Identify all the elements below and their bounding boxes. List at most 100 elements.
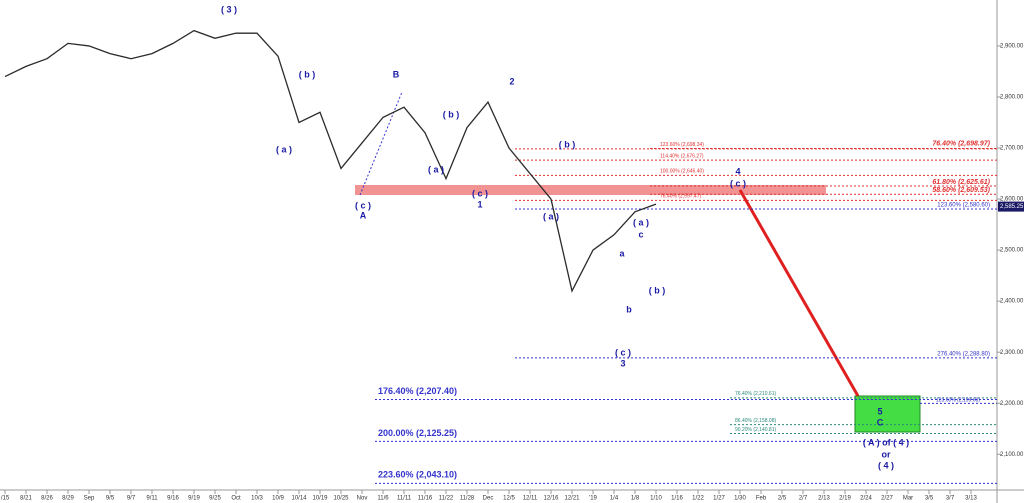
x-tick-label: Dec [483, 496, 494, 502]
y-tick-label: 2,800.00 [1000, 95, 1024, 101]
wave-label: ( c ) [730, 178, 746, 188]
x-tick-label: Mar [903, 496, 913, 502]
x-tick-label: 12/5 [503, 496, 515, 502]
wave-label: ( A ) of ( 4 ) [863, 437, 909, 447]
fib-label: 123.60% (2,580.60) [937, 203, 990, 209]
fib-label: 100.00% (2,646.40) [660, 169, 704, 175]
x-tick-label: 11/16 [418, 496, 433, 502]
x-tick-label: '19 [589, 496, 597, 502]
x-tick-label: 2/7 [799, 496, 808, 502]
x-tick-label: 2/19 [839, 496, 851, 502]
x-tick-label: 1/16 [671, 496, 683, 502]
fib-label: 123.60% (2,698.34) [660, 142, 704, 148]
x-tick-label: 9/19 [188, 496, 200, 502]
x-tick-label: 9/25 [209, 496, 221, 502]
wave-label: ( a ) [428, 164, 444, 174]
x-tick-label: 9/11 [146, 496, 158, 502]
x-tick-label: 9/5 [106, 496, 115, 502]
fib-label: 200.00% (2,125.25) [378, 428, 457, 438]
wave-label: ( 3 ) [221, 4, 237, 14]
wave-label: ( c ) [355, 200, 371, 210]
fib-label: 76.40% (2,597.47) [660, 194, 701, 200]
x-tick-label: 9/16 [167, 496, 179, 502]
y-tick-label: 2,300.00 [1000, 350, 1024, 356]
fib-label: 123.60% (2,199.68) [936, 398, 980, 404]
fib-label: 90.20% (2,140.81) [735, 427, 776, 433]
wave-label: ( b ) [299, 69, 316, 79]
x-tick-label: 2/13 [818, 496, 830, 502]
wave-label: ( 4 ) [878, 460, 894, 470]
wave-label: c [638, 229, 643, 239]
fib-label: 86.40% (2,158.08) [735, 418, 776, 424]
x-tick-label: 8/29 [62, 496, 74, 502]
wave-label: ( a ) [633, 217, 649, 227]
y-tick-label: 2,500.00 [1000, 248, 1024, 254]
fib-label: 276.40% (2,288.80) [937, 351, 990, 357]
target-zone [854, 395, 921, 433]
x-tick-label: 1/27 [713, 496, 725, 502]
x-tick-label: 2/5 [778, 496, 787, 502]
x-tick-label: 12/16 [543, 496, 559, 502]
x-tick-label: 11/28 [460, 496, 475, 502]
y-tick-label: 2,600.00 [1000, 197, 1024, 203]
fib-label: 223.60% (2,043.10) [378, 470, 457, 480]
x-tick-label: /15 [1, 496, 10, 502]
wave-label: ( b ) [649, 285, 666, 295]
x-tick-label: Oct [231, 496, 241, 502]
wave-label: 4 [735, 166, 740, 176]
wave-label: a [619, 248, 625, 258]
x-tick-label: 10/9 [272, 496, 284, 502]
wave-label: or [882, 449, 891, 459]
fib-label: 76.40% (2,698.97) [932, 140, 990, 147]
x-tick-label: 10/25 [333, 496, 349, 502]
wave-label: ( b ) [443, 109, 460, 119]
fib-label: 58.60% (2,609.53) [932, 187, 990, 194]
wave-label: ( a ) [543, 211, 559, 221]
resistance-zone [355, 185, 826, 195]
x-tick-label: Sep [84, 496, 95, 502]
x-tick-label: 1/10 [650, 496, 662, 502]
x-tick-label: Nov [357, 496, 368, 502]
y-tick-label: 2,700.00 [1000, 146, 1024, 152]
last-price-label: 2,585.25 [1000, 204, 1024, 210]
x-tick-label: 1/30 [734, 496, 746, 502]
wave-label: ( c ) [472, 188, 488, 198]
y-tick-label: 2,400.00 [1000, 299, 1024, 305]
x-tick-label: 9/7 [127, 496, 136, 502]
x-tick-label: 1/4 [610, 496, 619, 502]
projection-line [738, 189, 860, 397]
wave-label: 1 [477, 199, 482, 209]
x-tick-label: 12/11 [523, 496, 538, 502]
x-tick-label: 1/22 [692, 496, 704, 502]
fib-label: 176.40% (2,207.40) [378, 386, 457, 396]
x-tick-label: 8/21 [20, 496, 32, 502]
x-tick-label: 12/21 [564, 496, 580, 502]
y-tick-label: 2,100.00 [1000, 452, 1024, 458]
x-tick-label: 10/14 [291, 496, 307, 502]
x-tick-label: 3/5 [925, 496, 934, 502]
wave-label: B [393, 69, 400, 79]
fib-label: 114.40% (2,676.27) [660, 153, 704, 159]
x-tick-label: 2/27 [881, 496, 893, 502]
wave-label: C [877, 417, 884, 427]
x-tick-label: 11/11 [397, 496, 412, 502]
x-tick-label: 11/22 [439, 496, 454, 502]
y-tick-label: 2,900.00 [1000, 44, 1024, 50]
y-tick-label: 2,200.00 [1000, 401, 1024, 407]
wave-label: 2 [509, 76, 514, 86]
x-tick-label: 10/3 [251, 496, 263, 502]
x-tick-label: 3/7 [946, 496, 955, 502]
x-tick-label: 11/6 [377, 496, 389, 502]
wave-label: ( c ) [615, 347, 631, 357]
x-tick-label: 3/13 [965, 496, 977, 502]
x-tick-label: 1/8 [631, 496, 640, 502]
wave-label: ( a ) [276, 144, 292, 154]
x-tick-label: 8/26 [41, 496, 53, 502]
fib-label: 61.80% (2,625.61) [932, 179, 990, 186]
wave-label: A [360, 210, 367, 220]
trend-line [359, 91, 403, 196]
wave-label: 3 [620, 358, 625, 368]
price-line [4, 29, 657, 293]
